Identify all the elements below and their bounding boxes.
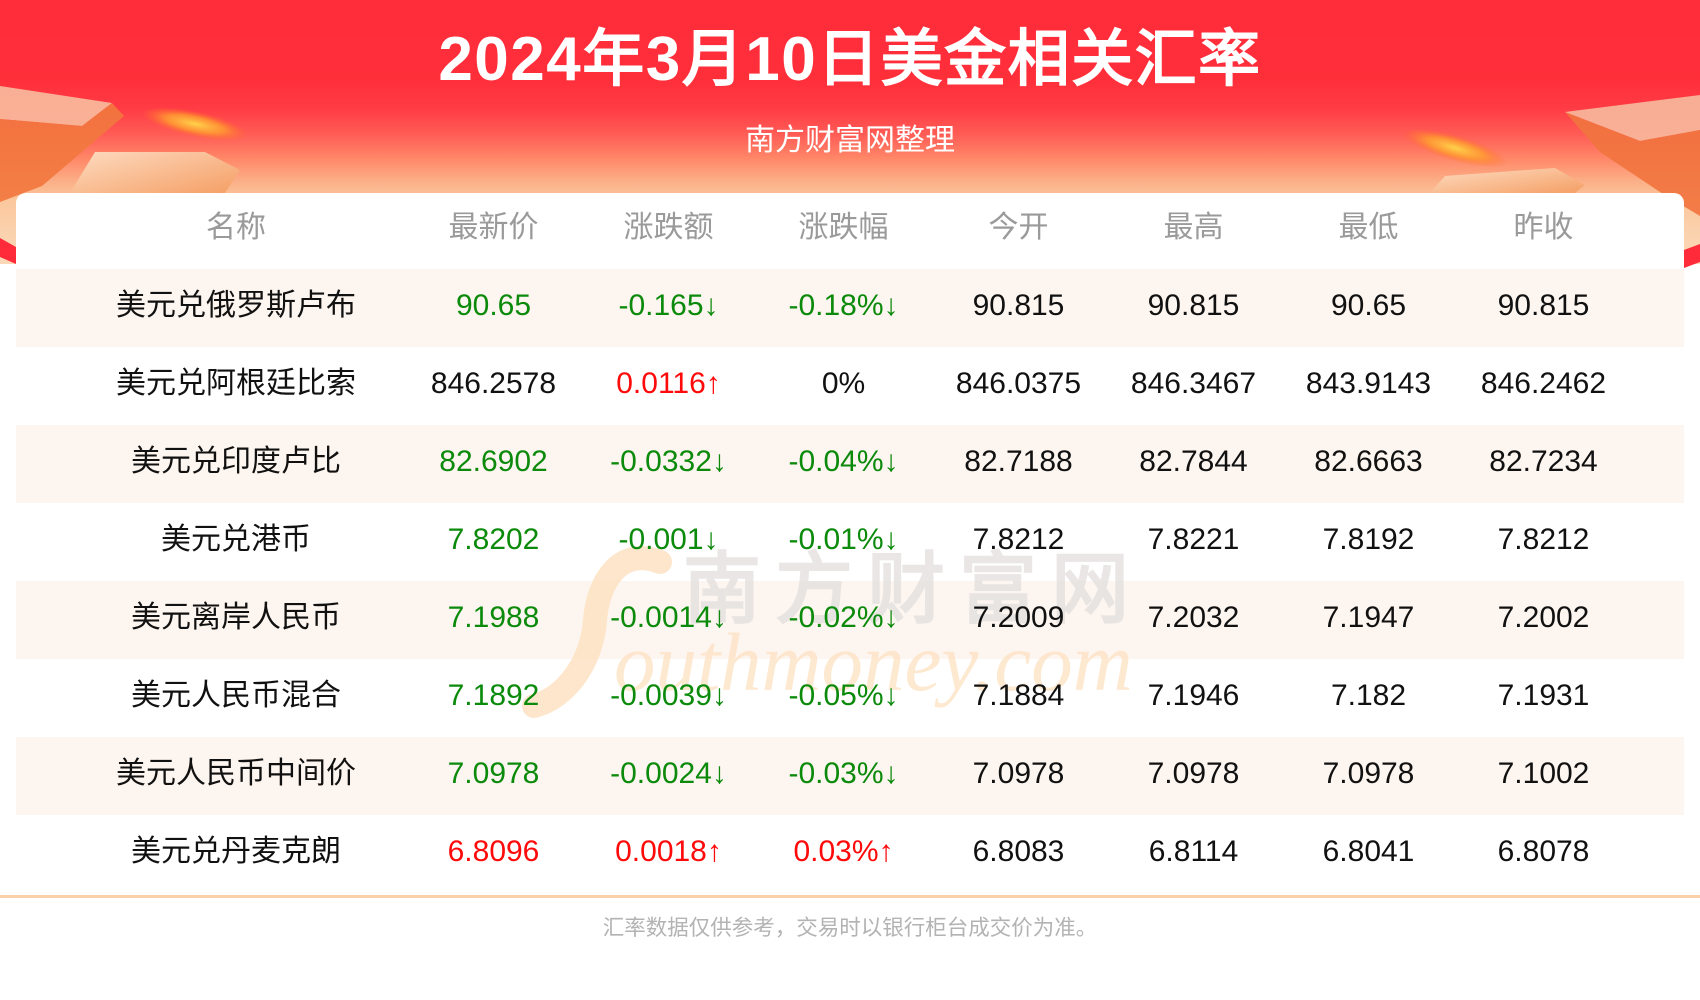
table-row: 美元兑印度卢比 82.6902 -0.0332↓ -0.04%↓ 82.7188… xyxy=(16,425,1684,503)
cell-prev-close: 7.8212 xyxy=(1497,523,1590,556)
cell-currency-pair: 美元兑丹麦克朗 xyxy=(131,834,341,869)
cell-open: 90.815 xyxy=(972,289,1065,322)
cell-open: 7.8212 xyxy=(972,523,1065,556)
page-subtitle: 南方财富网整理 xyxy=(745,123,955,158)
cell-change-pct: -0.04%↓ xyxy=(788,445,899,478)
cell-currency-pair: 美元兑阿根廷比索 xyxy=(116,366,356,401)
cell-currency-pair: 美元人民币中间价 xyxy=(116,756,356,791)
cell-low: 7.182 xyxy=(1330,679,1407,712)
cell-prev-close: 90.815 xyxy=(1497,289,1590,322)
table-row: 美元人民币混合 7.1892 -0.0039↓ -0.05%↓ 7.1884 7… xyxy=(16,659,1684,737)
disclaimer-note: 汇率数据仅供参考，交易时以银行柜台成交价为准。 xyxy=(602,916,1098,941)
cell-change-pct: -0.18%↓ xyxy=(788,289,899,322)
table-row: 美元兑丹麦克朗 6.8096 0.0018↑ 0.03%↑ 6.8083 6.8… xyxy=(16,815,1684,893)
cell-low: 7.1947 xyxy=(1322,601,1415,634)
decorative-arrow-right-icon xyxy=(1402,95,1700,268)
cell-prev-close: 7.1931 xyxy=(1497,679,1590,712)
cell-latest-price: 7.8202 xyxy=(447,523,540,556)
cell-change: -0.001↓ xyxy=(618,523,719,556)
decorative-arrow-left-icon xyxy=(0,86,248,264)
cell-open: 846.0375 xyxy=(955,367,1082,400)
cell-currency-pair: 美元离岸人民币 xyxy=(131,600,341,635)
cell-high: 7.2032 xyxy=(1147,601,1240,634)
column-header-low: 最低 xyxy=(1338,210,1399,245)
cell-low: 7.8192 xyxy=(1322,523,1415,556)
cell-low: 6.8041 xyxy=(1322,835,1415,868)
cell-low: 82.6663 xyxy=(1314,445,1423,478)
cell-open: 6.8083 xyxy=(972,835,1065,868)
cell-high: 7.1946 xyxy=(1147,679,1240,712)
column-header-name: 名称 xyxy=(206,210,266,245)
cell-low: 843.9143 xyxy=(1305,367,1432,400)
table-row: 美元离岸人民币 7.1988 -0.0014↓ -0.02%↓ 7.2009 7… xyxy=(16,581,1684,659)
column-header-change-pct: 涨跌幅 xyxy=(798,210,889,245)
cell-change: 0.0018↑ xyxy=(615,835,722,868)
table-row: 美元兑俄罗斯卢布 90.65 -0.165↓ -0.18%↓ 90.815 90… xyxy=(16,269,1684,347)
cell-high: 82.7844 xyxy=(1139,445,1248,478)
cell-latest-price: 90.65 xyxy=(455,289,532,322)
cell-high: 6.8114 xyxy=(1148,835,1239,868)
column-header-open: 今开 xyxy=(988,210,1049,245)
cell-prev-close: 7.2002 xyxy=(1497,601,1590,634)
cell-latest-price: 846.2578 xyxy=(430,367,557,400)
cell-change-pct: -0.03%↓ xyxy=(788,757,899,790)
cell-currency-pair: 美元人民币混合 xyxy=(131,678,341,713)
table-row: 美元兑港币 7.8202 -0.001↓ -0.01%↓ 7.8212 7.82… xyxy=(16,503,1684,581)
header-decorations xyxy=(0,86,1700,268)
cell-low: 90.65 xyxy=(1330,289,1407,322)
cell-open: 7.2009 xyxy=(972,601,1065,634)
footer-divider xyxy=(0,895,1700,898)
cell-prev-close: 6.8078 xyxy=(1497,835,1590,868)
cell-change-pct: 0% xyxy=(821,367,866,400)
cell-prev-close: 7.1002 xyxy=(1497,757,1590,790)
cell-change: -0.0039↓ xyxy=(610,679,727,712)
cell-change-pct: -0.02%↓ xyxy=(788,601,899,634)
cell-high: 90.815 xyxy=(1147,289,1240,322)
cell-latest-price: 6.8096 xyxy=(447,835,540,868)
column-header-high: 最高 xyxy=(1163,210,1224,245)
cell-high: 7.8221 xyxy=(1147,523,1240,556)
cell-latest-price: 7.1988 xyxy=(447,601,540,634)
cell-currency-pair: 美元兑港币 xyxy=(161,522,311,557)
cell-latest-price: 82.6902 xyxy=(439,445,548,478)
column-header-change: 涨跌额 xyxy=(623,210,714,245)
cell-high: 7.0978 xyxy=(1147,757,1240,790)
cell-latest-price: 7.1892 xyxy=(447,679,540,712)
cell-latest-price: 7.0978 xyxy=(447,757,540,790)
table-row: 美元兑阿根廷比索 846.2578 0.0116↑ 0% 846.0375 84… xyxy=(16,347,1684,425)
cell-change-pct: -0.01%↓ xyxy=(788,523,899,556)
cell-change: -0.0024↓ xyxy=(610,757,727,790)
cell-change: 0.0116↑ xyxy=(616,367,721,400)
cell-change: -0.165↓ xyxy=(618,289,719,322)
cell-currency-pair: 美元兑印度卢比 xyxy=(131,444,341,479)
table-row: 美元人民币中间价 7.0978 -0.0024↓ -0.03%↓ 7.0978 … xyxy=(16,737,1684,815)
cell-high: 846.3467 xyxy=(1130,367,1257,400)
column-header-latest: 最新价 xyxy=(448,210,539,245)
cell-prev-close: 82.7234 xyxy=(1489,445,1598,478)
cell-open: 7.1884 xyxy=(972,679,1065,712)
cell-change: -0.0014↓ xyxy=(610,601,727,634)
cell-change: -0.0332↓ xyxy=(610,445,727,478)
cell-prev-close: 846.2462 xyxy=(1480,367,1607,400)
table-header-row: 名称 最新价 涨跌额 涨跌幅 今开 最高 最低 昨收 xyxy=(16,193,1684,269)
cell-open: 7.0978 xyxy=(972,757,1065,790)
page-title: 2024年3月10日美金相关汇率 xyxy=(438,25,1262,94)
cell-currency-pair: 美元兑俄罗斯卢布 xyxy=(116,288,356,323)
exchange-rate-table: 名称 最新价 涨跌额 涨跌幅 今开 最高 最低 昨收 美元兑俄罗斯卢布 90.6… xyxy=(16,193,1684,893)
cell-change-pct: -0.05%↓ xyxy=(788,679,899,712)
cell-change-pct: 0.03%↑ xyxy=(793,835,894,868)
column-header-prev-close: 昨收 xyxy=(1513,210,1574,245)
cell-low: 7.0978 xyxy=(1322,757,1415,790)
cell-open: 82.7188 xyxy=(964,445,1073,478)
